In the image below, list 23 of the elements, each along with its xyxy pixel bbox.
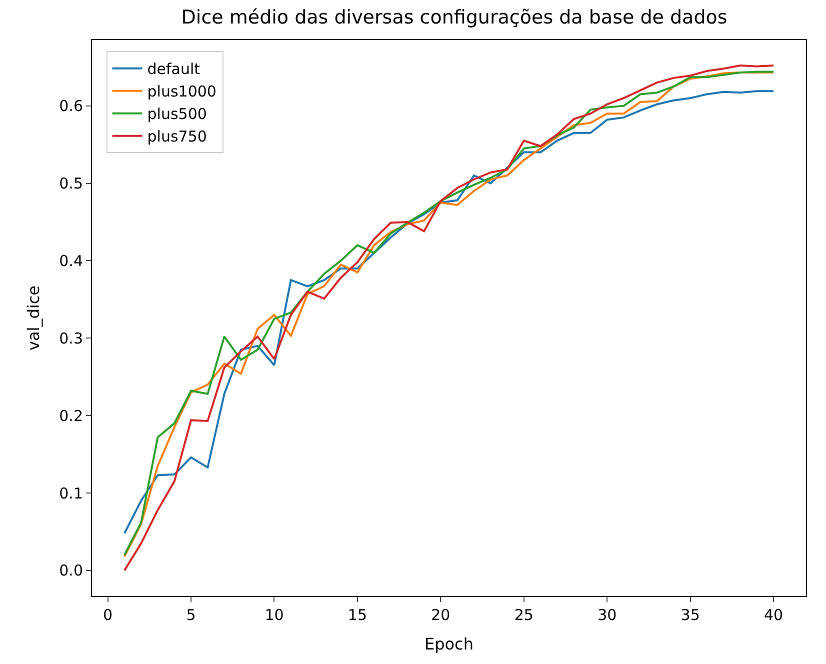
y-tick-label: 0.4 [59, 252, 83, 270]
legend-label: plus1000 [147, 82, 216, 101]
x-tick-label: 35 [680, 606, 700, 624]
y-tick-label: 0.6 [59, 97, 83, 116]
y-tick-label: 0.1 [59, 484, 83, 502]
x-tick-label: 20 [431, 606, 450, 624]
x-tick-label: 0 [103, 606, 113, 624]
x-tick-label: 15 [348, 606, 368, 624]
x-tick-label: 25 [514, 606, 534, 624]
y-tick-label: 0.0 [59, 562, 83, 580]
x-tick-label: 40 [764, 606, 784, 624]
legend-label: plus500 [147, 105, 207, 124]
x-tick-label: 5 [186, 606, 196, 624]
x-tick-label: 10 [264, 606, 284, 624]
y-tick-label: 0.5 [59, 174, 83, 193]
legend-label: default [147, 60, 200, 78]
legend-label: plus750 [147, 128, 207, 146]
chart-title: Dice médio das diversas configurações da base de dados [181, 6, 728, 28]
y-tick-label: 0.2 [59, 406, 83, 425]
x-tick-label: 30 [598, 606, 617, 624]
y-tick-label: 0.3 [59, 329, 83, 348]
x-axis-title: Epoch [424, 634, 474, 654]
y-axis-title: val_dice [24, 286, 44, 350]
